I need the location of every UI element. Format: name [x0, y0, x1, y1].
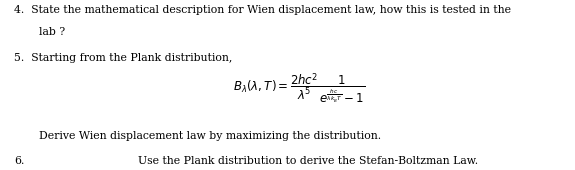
Text: lab ?: lab ? [39, 27, 65, 37]
Text: Derive Wien displacement law by maximizing the distribution.: Derive Wien displacement law by maximizi… [39, 131, 381, 141]
Text: 4.  State the mathematical description for Wien displacement law, how this is te: 4. State the mathematical description fo… [14, 5, 511, 15]
Text: $B_\lambda(\lambda, T) = \dfrac{2hc^2}{\lambda^5}\dfrac{1}{e^{\frac{hc}{\lambda : $B_\lambda(\lambda, T) = \dfrac{2hc^2}{\… [233, 71, 365, 105]
Text: 5.  Starting from the Plank distribution,: 5. Starting from the Plank distribution, [14, 53, 233, 63]
Text: Use the Plank distribution to derive the Stefan-Boltzman Law.: Use the Plank distribution to derive the… [138, 156, 478, 166]
Text: 6.: 6. [14, 156, 25, 166]
